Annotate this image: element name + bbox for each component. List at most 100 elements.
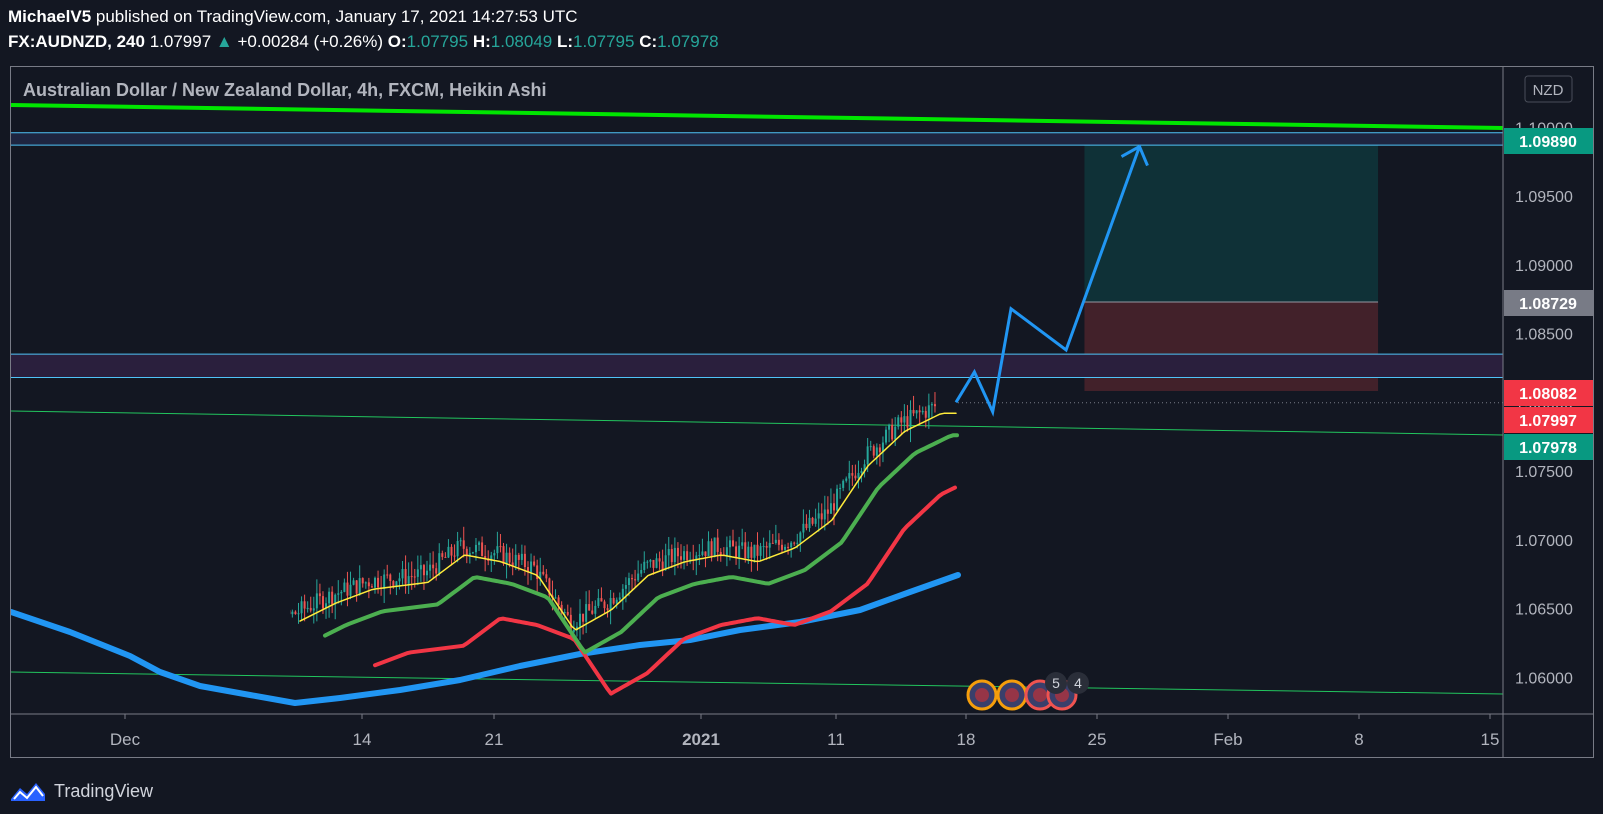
candle-body xyxy=(802,523,805,533)
candle-body xyxy=(640,570,643,574)
projection-path[interactable] xyxy=(954,145,1141,417)
author-name[interactable]: MichaelV5 xyxy=(8,7,92,26)
close-value: 1.07978 xyxy=(657,32,719,51)
candle-body xyxy=(768,542,771,548)
candle-body xyxy=(609,597,612,610)
resistance-band xyxy=(11,354,1503,378)
price-tick: 1.06000 xyxy=(1515,670,1573,687)
publish-line: MichaelV5 published on TradingView.com, … xyxy=(8,5,578,29)
candle-body xyxy=(683,551,686,560)
event-marker[interactable] xyxy=(996,679,1028,711)
candle-body xyxy=(732,540,735,547)
price-label[interactable]: 1.07997 xyxy=(1504,407,1593,433)
currency-badge[interactable]: NZD xyxy=(1524,75,1573,103)
resistance-band-top xyxy=(11,132,1503,146)
candle-body xyxy=(282,615,284,627)
candle-body xyxy=(909,409,912,428)
candle-body xyxy=(419,565,422,570)
event-count-badge[interactable] xyxy=(1067,672,1089,694)
candle-body xyxy=(520,553,523,560)
candle-body xyxy=(290,610,291,615)
candle-body xyxy=(661,561,664,570)
price-label-bg xyxy=(1504,380,1593,406)
time-tick: 18 xyxy=(957,730,976,749)
candle-body xyxy=(459,540,462,542)
candle-body xyxy=(386,574,389,576)
event-marker[interactable] xyxy=(966,679,998,711)
candle-body xyxy=(658,558,661,562)
candle-body xyxy=(594,605,597,614)
candle-body xyxy=(361,578,364,584)
candle-body xyxy=(695,555,698,561)
last-price: 1.07997 xyxy=(149,32,212,51)
time-tick: 15 xyxy=(1481,730,1500,749)
candle-body xyxy=(447,546,450,558)
ema-slow-line[interactable] xyxy=(373,485,957,696)
candle-body xyxy=(315,593,318,609)
tradingview-footer: TradingView xyxy=(10,776,153,806)
mid-trendline[interactable] xyxy=(11,410,1504,436)
target-zone[interactable] xyxy=(1084,142,1379,303)
candle-body xyxy=(591,610,594,614)
candle-body xyxy=(634,579,637,581)
candle-body xyxy=(566,612,569,615)
candle-body xyxy=(383,574,386,589)
candle-body xyxy=(780,544,783,550)
price-label[interactable]: 1.07978 xyxy=(1504,434,1593,460)
candle-body xyxy=(774,539,777,543)
candle-body xyxy=(888,424,891,430)
time-tick: 21 xyxy=(485,730,504,749)
time-axis[interactable]: Dec 14 21 2021 11 18 25 Feb 8 15 xyxy=(110,714,1500,749)
chart-panel[interactable] xyxy=(10,66,1594,758)
candle-body xyxy=(276,619,278,622)
candle-body xyxy=(627,578,630,586)
candle-body xyxy=(364,582,367,584)
lower-trendline[interactable] xyxy=(11,671,1504,695)
candle-body xyxy=(820,513,823,520)
candle-body xyxy=(331,591,334,605)
candle-body xyxy=(921,410,924,413)
candle-body xyxy=(407,576,410,584)
price-label[interactable]: 1.09890 xyxy=(1504,128,1593,154)
tradingview-brand: TradingView xyxy=(54,780,154,801)
event-count-badge[interactable] xyxy=(1045,672,1067,694)
candle-body xyxy=(245,688,247,691)
time-tick: Dec xyxy=(110,730,141,749)
candle-body xyxy=(679,556,682,560)
publish-info: published on TradingView.com, January 17… xyxy=(95,7,578,26)
candle-body xyxy=(294,611,297,615)
candle-body xyxy=(255,665,257,667)
candle-body xyxy=(588,604,591,611)
candle-body xyxy=(747,546,750,559)
price-label-text: 1.09890 xyxy=(1519,134,1577,151)
candle-body xyxy=(270,630,272,645)
low-value: 1.07795 xyxy=(573,32,635,51)
candle-body xyxy=(438,553,441,574)
price-label[interactable]: 1.08082 xyxy=(1504,380,1593,406)
candle-body xyxy=(643,561,646,571)
candle-body xyxy=(762,546,765,548)
candle-body xyxy=(505,552,508,564)
candle-body xyxy=(267,645,269,652)
candle-body xyxy=(823,509,826,520)
low-label: L: xyxy=(556,32,574,51)
ema-mid-line[interactable] xyxy=(323,433,959,655)
candle-body xyxy=(536,565,539,580)
candle-body xyxy=(493,553,496,556)
candle-body xyxy=(750,546,753,558)
candle-body xyxy=(725,547,728,556)
candle-body xyxy=(866,446,869,465)
price-label[interactable]: 1.08729 xyxy=(1504,290,1593,316)
candle-body xyxy=(389,574,392,582)
candle-body xyxy=(435,568,438,574)
price-tick: 1.09000 xyxy=(1515,258,1573,275)
long-trendline[interactable] xyxy=(11,103,1504,130)
candle-body xyxy=(560,604,563,613)
candle-body xyxy=(291,611,294,615)
candle-body xyxy=(517,554,520,560)
candle-body xyxy=(582,613,585,622)
candle-body xyxy=(502,546,505,564)
ema-fast-line[interactable] xyxy=(299,412,957,631)
candle-body xyxy=(429,564,432,571)
